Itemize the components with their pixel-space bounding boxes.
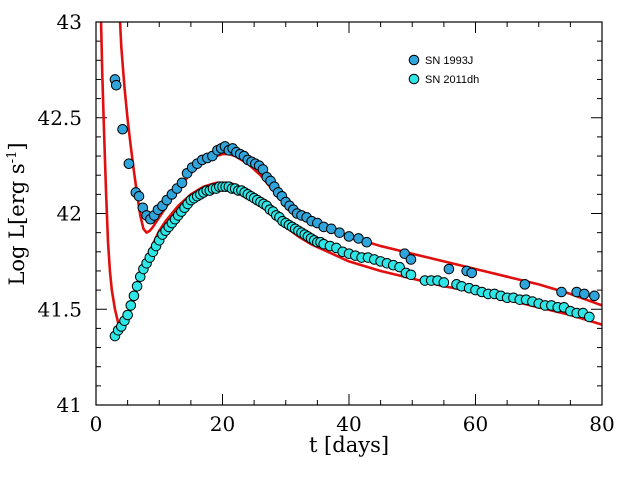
data-point	[131, 280, 143, 292]
data-point	[584, 311, 595, 323]
y-tick-labels: 41 41.5 42 42.5 43	[37, 10, 82, 417]
data-point	[519, 279, 531, 290]
data-point	[133, 190, 145, 202]
data-point	[343, 231, 355, 242]
legend: SN 1993J SN 2011dh	[408, 54, 479, 86]
y-axis-title-sup: -1	[5, 151, 20, 164]
data-point	[128, 290, 140, 302]
y-tick-label: 41.5	[37, 297, 82, 321]
data-point	[578, 288, 590, 300]
legend-label-sn-2011dh: SN 2011dh	[425, 74, 479, 86]
legend-label-sn-1993j: SN 1993J	[425, 55, 473, 67]
y-tick-label: 42	[57, 202, 82, 226]
data-point	[405, 254, 417, 265]
data-points	[109, 74, 600, 342]
plot-frame	[95, 21, 603, 406]
legend-marker-sn-2011dh	[408, 73, 420, 85]
y-axis-title-close: ]	[5, 142, 29, 150]
x-tick-label: 80	[589, 412, 614, 436]
y-tick-label: 42.5	[37, 106, 82, 130]
y-tick-label: 43	[57, 10, 82, 34]
x-tick-label: 40	[336, 412, 361, 436]
x-tick-labels: 0 20 40 60 80	[90, 412, 615, 436]
data-point	[117, 123, 128, 135]
legend-marker-sn-1993j	[408, 54, 420, 66]
x-tick-label: 60	[463, 412, 488, 436]
x-tick-label: 0	[90, 412, 103, 436]
x-axis-title: t [days]	[309, 433, 389, 457]
data-point	[438, 277, 450, 288]
data-point	[125, 300, 137, 311]
x-tick-label: 20	[210, 412, 235, 436]
data-point	[556, 286, 567, 298]
y-axis-title-main: Log L[erg s	[5, 163, 29, 285]
data-point	[122, 309, 133, 321]
data-point	[123, 158, 135, 170]
data-point	[176, 177, 188, 189]
y-tick-label: 41	[57, 393, 82, 417]
model-curves	[99, 22, 602, 328]
data-point	[361, 236, 373, 248]
data-point	[405, 269, 417, 281]
data-point	[110, 79, 122, 91]
data-point	[466, 267, 478, 279]
data-point	[589, 290, 600, 302]
y-axis-title: Log L[erg s-1]	[5, 142, 29, 285]
data-point	[334, 227, 345, 238]
data-point	[443, 263, 455, 275]
